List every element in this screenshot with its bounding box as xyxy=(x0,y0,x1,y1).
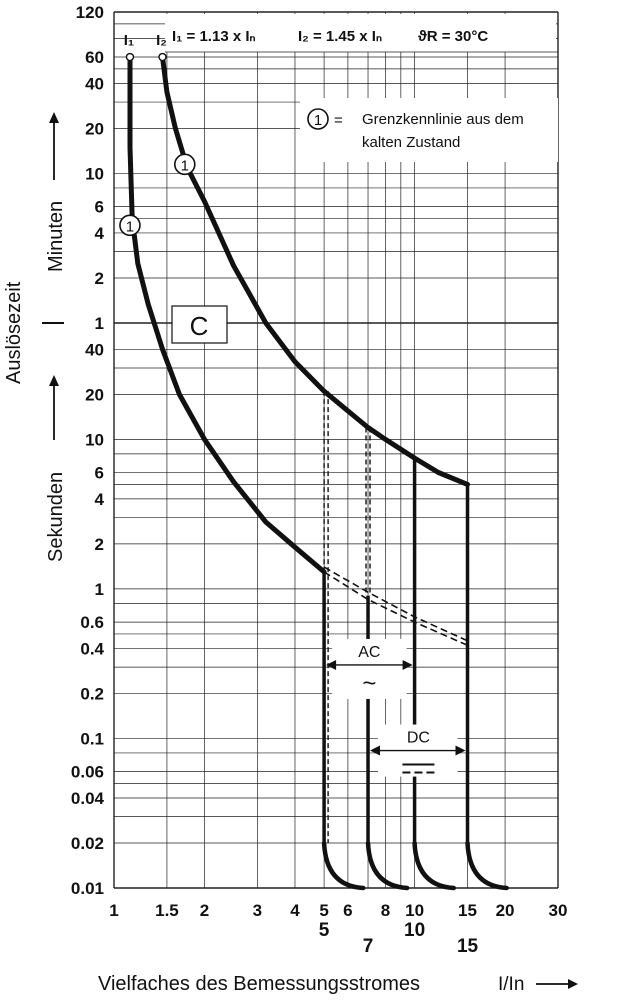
annotations: I₁ = 1.13 x Iₙ I₂ = 1.45 x Iₙ ϑR = 30°C 1 = G… xyxy=(119,14,558,777)
y-tick-label: 20 xyxy=(85,119,104,138)
x-tick-label: 4 xyxy=(290,901,300,920)
dc-arrowhead-left xyxy=(370,745,381,756)
x-multiple-label: 7 xyxy=(363,936,374,957)
i1-marker-label: I₁ xyxy=(124,32,134,49)
x-tick-label: 6 xyxy=(343,901,352,920)
curve-marker-circle xyxy=(173,153,196,176)
region-label-box xyxy=(171,305,228,344)
y-tick-label: 0.04 xyxy=(71,789,105,808)
x-multiple-label: 5 xyxy=(319,920,330,941)
equation-box xyxy=(164,14,556,52)
i2-marker-label: I₂ xyxy=(156,32,167,49)
curves xyxy=(127,54,509,891)
y-tick-label: 4 xyxy=(95,490,105,509)
y-unit-seconds: Sekunden xyxy=(45,472,67,562)
curve-marker-circle xyxy=(119,214,141,237)
y-tick-label: 10 xyxy=(85,430,104,449)
x-axis-unit: I/In xyxy=(498,974,524,995)
y-tick-label: 6 xyxy=(95,198,104,217)
ac-label-bg xyxy=(332,638,407,699)
i2-start-point xyxy=(158,52,167,62)
y-tick-label: 0.2 xyxy=(80,684,104,703)
series-lower-extension-dashed xyxy=(323,571,468,647)
y-tick-label: 0.02 xyxy=(71,834,104,853)
x-tick-label: 15 xyxy=(458,901,477,920)
circle-legend-line2: kalten Zustand xyxy=(362,134,460,151)
y-arrowhead-seconds xyxy=(49,375,59,386)
y-tick-label: 120 xyxy=(76,3,104,22)
circle-legend-line1: Grenzkennlinie aus dem xyxy=(362,111,524,128)
series-upper-extension-dashed xyxy=(323,566,468,642)
dc-arrowhead-right xyxy=(455,745,466,756)
x-tick-label: 1.5 xyxy=(155,901,179,920)
x-tick-label: 5 xyxy=(319,901,328,920)
curve-marker-number: 1 xyxy=(181,157,189,174)
x-tick-label: 3 xyxy=(253,901,262,920)
y-tick-label: 40 xyxy=(85,74,104,93)
circle-legend-box xyxy=(300,98,558,162)
equation-i1: I₁ = 1.13 x Iₙ xyxy=(172,28,256,45)
x-tick-label: 2 xyxy=(200,901,209,920)
ac-arrowhead-right xyxy=(402,659,413,670)
y-axis-title: Auslösezeit xyxy=(3,281,25,384)
y-tick-label: 2 xyxy=(95,535,104,554)
y-tick-label: 0.6 xyxy=(80,613,104,632)
x-tick-label: 10 xyxy=(405,901,424,920)
series-upper-limit-curve xyxy=(160,54,470,487)
equation-temperature: ϑR = 30°C xyxy=(418,28,488,45)
y-tick-label: 40 xyxy=(85,340,104,359)
x-multiple-label: 10 xyxy=(404,920,425,941)
trip-tail xyxy=(465,840,509,891)
x-tick-label: 20 xyxy=(496,901,515,920)
y-tick-label: 0.01 xyxy=(71,879,104,898)
trip-tail xyxy=(365,840,410,891)
y-tick-label: 20 xyxy=(85,385,104,404)
dc-label: DC xyxy=(407,730,430,747)
x-tick-label: 8 xyxy=(381,901,390,920)
trip-tail xyxy=(412,840,457,891)
y-tick-label: 0.4 xyxy=(80,639,104,658)
y-tick-label: 60 xyxy=(85,48,104,67)
x-multiple-label: 15 xyxy=(457,936,479,957)
circle-legend-marker xyxy=(307,108,329,130)
series-lower-limit-curve xyxy=(127,54,327,575)
x-tick-label: 30 xyxy=(549,901,568,920)
y-tick-label: 1 xyxy=(95,314,104,333)
circle-legend-number: 1 xyxy=(314,112,322,129)
ac-symbol: ~ xyxy=(362,670,376,697)
x-axis-title: Vielfaches des Bemessungsstromes xyxy=(98,973,420,995)
ac-arrowhead-left xyxy=(326,659,337,670)
y-tick-label: 0.1 xyxy=(80,729,104,748)
y-tick-label: 4 xyxy=(95,224,105,243)
y-arrowhead-minutes xyxy=(49,112,59,123)
y-tick-label: 10 xyxy=(85,164,104,183)
region-label-c: C xyxy=(190,311,209,341)
circle-legend-equals: = xyxy=(334,112,343,129)
equation-i2: I₂ = 1.45 x Iₙ xyxy=(298,28,382,45)
y-tick-label: 2 xyxy=(95,269,104,288)
y-unit-minutes: Minuten xyxy=(45,201,67,272)
trip-tail xyxy=(321,840,366,891)
y-tick-label: 1 xyxy=(95,580,104,599)
x-axis-arrowhead xyxy=(568,979,578,989)
curve-marker-number: 1 xyxy=(126,218,134,235)
ac-label: AC xyxy=(358,644,380,661)
i1-start-point xyxy=(125,52,135,62)
tick-labels: 12060402010642140201064210.60.40.20.10.0… xyxy=(3,3,578,995)
y-tick-label: 6 xyxy=(95,464,104,483)
x-tick-label: 1 xyxy=(109,901,118,920)
y-tick-label: 0.06 xyxy=(71,763,104,782)
